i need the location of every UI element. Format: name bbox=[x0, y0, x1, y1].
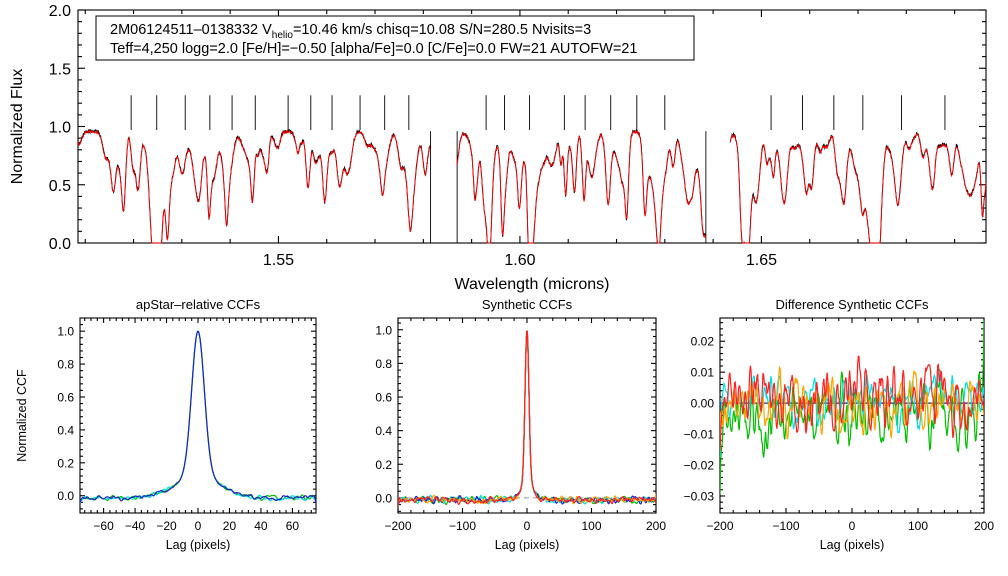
x-tick-label: 40 bbox=[254, 519, 268, 533]
y-tick-label: 0.2 bbox=[57, 456, 74, 470]
x-tick-label: −200 bbox=[384, 519, 411, 533]
y-tick-label: 0.0 bbox=[375, 491, 392, 505]
x-tick-label: 1.55 bbox=[263, 252, 294, 269]
panel-title: Difference Synthetic CCFs bbox=[776, 297, 929, 312]
x-tick-label: 100 bbox=[908, 519, 928, 533]
y-tick-label: 0.5 bbox=[49, 178, 71, 195]
info-box bbox=[95, 15, 695, 61]
y-tick-label: −0.01 bbox=[684, 428, 715, 442]
x-tick-label: −100 bbox=[772, 519, 799, 533]
x-tick-label: 60 bbox=[286, 519, 300, 533]
y-tick-label: 0.0 bbox=[49, 236, 71, 253]
y-tick-label: 1.0 bbox=[375, 323, 392, 337]
y-tick-label: 0.8 bbox=[57, 358, 74, 372]
panel-title: Synthetic CCFs bbox=[482, 297, 573, 312]
x-axis-title: Wavelength (microns) bbox=[454, 276, 609, 293]
difference-synthetic-ccf-panel: −200 −100 0 100 200 −0.03 −0.02 −0.01 0.00 0.01 0.… bbox=[672, 286, 1008, 576]
x-tick-label: −40 bbox=[125, 519, 146, 533]
x-tick-label: 1.60 bbox=[504, 252, 535, 269]
x-tick-label: 200 bbox=[974, 519, 994, 533]
ccf-trace bbox=[398, 330, 656, 507]
y-tick-label: 1.0 bbox=[57, 325, 74, 339]
ccf-trace bbox=[80, 330, 316, 503]
x-axis-title: Lag (pixels) bbox=[495, 538, 560, 552]
ccf-trace bbox=[398, 330, 656, 507]
plot-frame bbox=[397, 317, 657, 514]
y-tick-label: 0.00 bbox=[691, 397, 715, 411]
y-tick-label: 0.2 bbox=[375, 458, 392, 472]
y-tick-label: 0.8 bbox=[375, 357, 392, 371]
x-tick-label: −60 bbox=[93, 519, 114, 533]
apstar-relative-ccf-panel: −60 −40 −20 0 20 40 60 0.0 0.2 0.4 0.6 0.8 1.0 apStar… bbox=[0, 286, 340, 576]
y-tick-label: 0.0 bbox=[57, 489, 74, 503]
x-tick-label: 20 bbox=[223, 519, 237, 533]
spectrum-trace-model bbox=[77, 129, 431, 244]
plot-frame bbox=[79, 317, 317, 514]
ccf-trace bbox=[80, 330, 316, 503]
x-tick-label: 200 bbox=[646, 519, 666, 533]
x-tick-label: −100 bbox=[449, 519, 476, 533]
ccf-trace bbox=[720, 355, 984, 451]
y-tick-label: −0.02 bbox=[684, 459, 715, 473]
x-tick-label: 0 bbox=[195, 519, 202, 533]
x-tick-label: 100 bbox=[581, 519, 601, 533]
synthetic-ccf-panel: −200 −100 0 100 200 0.0 0.2 0.4 0.6 0.8 1.0 Synthet… bbox=[336, 286, 676, 576]
y-axis-title: Normalized CCF bbox=[15, 369, 29, 462]
info-line-2: Teff=4,250 logg=2.0 [Fe/H]=−0.50 [alpha/… bbox=[110, 41, 637, 57]
ccf-trace bbox=[720, 365, 984, 440]
x-tick-label: −200 bbox=[706, 519, 733, 533]
ccf-trace bbox=[720, 320, 984, 495]
y-tick-label: −0.03 bbox=[684, 489, 715, 503]
spectrum-trace-model bbox=[729, 132, 987, 244]
info-line-1: 2M06124511–0138332 Vhelio=10.46 km/s chi… bbox=[110, 22, 591, 41]
y-axis-title: Normalized Flux bbox=[9, 69, 26, 185]
y-tick-label: 0.6 bbox=[57, 390, 74, 404]
x-tick-label: −20 bbox=[156, 519, 177, 533]
x-tick-label: 0 bbox=[524, 519, 531, 533]
y-tick-label: 0.6 bbox=[375, 391, 392, 405]
x-tick-label: 0 bbox=[849, 519, 856, 533]
y-tick-label: 0.4 bbox=[57, 423, 74, 437]
y-tick-label: 1.0 bbox=[49, 120, 71, 137]
panel-title: apStar–relative CCFs bbox=[136, 297, 261, 312]
ccf-trace bbox=[398, 330, 656, 507]
x-axis-title: Lag (pixels) bbox=[820, 538, 885, 552]
ccf-trace bbox=[398, 330, 656, 507]
spectrum-panel: 1.55 1.60 1.65 0.0 0.5 1.0 1.5 2.0 Wavelength (m… bbox=[9, 3, 987, 293]
spectrum-trace-observed bbox=[456, 128, 706, 244]
x-axis-title: Lag (pixels) bbox=[166, 538, 231, 552]
y-tick-label: 0.4 bbox=[375, 424, 392, 438]
ccf-trace bbox=[80, 330, 316, 504]
y-tick-label: 0.01 bbox=[691, 366, 715, 380]
ccf-trace bbox=[398, 330, 656, 507]
x-tick-label: 1.65 bbox=[746, 252, 777, 269]
spectrum-trace-model bbox=[456, 130, 706, 244]
y-tick-label: 1.5 bbox=[49, 61, 71, 78]
y-tick-label: 0.02 bbox=[691, 335, 715, 349]
ccf-trace bbox=[720, 368, 984, 458]
y-tick-label: 2.0 bbox=[49, 3, 71, 20]
